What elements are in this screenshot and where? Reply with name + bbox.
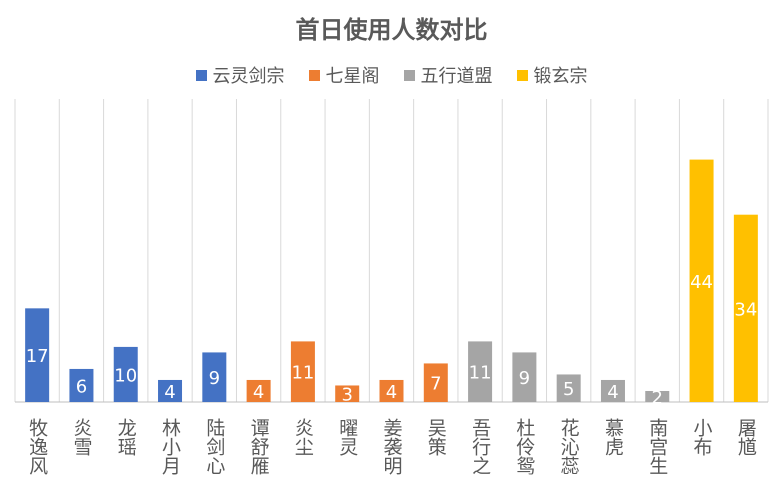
legend-label-wuxing: 五行道盟	[420, 66, 493, 87]
bar-炎雪	[69, 368, 94, 402]
x-tick-label: 陆剑心	[203, 418, 225, 475]
x-tick-label: 吾行之	[469, 418, 491, 475]
data-label: 9	[209, 368, 220, 389]
data-label: 7	[430, 374, 441, 395]
x-tick-label: 慕虎	[602, 418, 624, 456]
data-label: 4	[164, 382, 175, 403]
x-tick-label: 吴策	[425, 418, 447, 456]
bar-姜袭明	[379, 379, 404, 402]
legend-swatch-yunling	[195, 69, 207, 81]
x-tick-label: 小布	[691, 418, 713, 456]
x-tick-label: 姜袭明	[381, 418, 403, 475]
x-tick-label: 炎尘	[292, 418, 314, 456]
bar-曜灵	[335, 385, 360, 402]
bar-谭舒雁	[246, 379, 271, 402]
legend-swatch-wuxing	[403, 69, 415, 81]
bar-炎尘	[290, 341, 315, 402]
data-label: 11	[291, 363, 314, 384]
legend-label-duanxuan: 锻玄宗	[533, 66, 588, 87]
data-label: 6	[76, 376, 87, 397]
bar-屠馗	[733, 214, 758, 402]
legend-item-wuxing: 五行道盟	[403, 62, 493, 88]
legend-swatch-duanxuan	[516, 69, 528, 81]
x-tick-label: 炎雪	[70, 418, 92, 456]
x-tick-label: 花沁蕊	[558, 418, 580, 475]
bar-吴策	[423, 363, 448, 402]
bar-小布	[689, 159, 714, 402]
x-tick-label: 杜伶鸳	[513, 418, 535, 475]
data-label: 44	[690, 272, 713, 293]
data-label: 34	[734, 299, 757, 320]
data-label: 4	[253, 382, 264, 403]
chart-title: 首日使用人数对比	[295, 16, 488, 44]
chart-legend: 云灵剑宗 七星阁 五行道盟 锻玄宗	[0, 62, 783, 88]
data-label: 3	[341, 385, 352, 406]
x-tick-label: 牧逸风	[26, 418, 48, 475]
data-label: 9	[519, 368, 530, 389]
data-label: 17	[26, 346, 49, 367]
legend-label-qixing: 七星阁	[325, 66, 380, 87]
data-label: 2	[652, 387, 663, 408]
data-label: 11	[469, 363, 492, 384]
data-label: 4	[386, 382, 397, 403]
x-tick-label: 曜灵	[336, 418, 358, 456]
legend-item-duanxuan: 锻玄宗	[516, 62, 588, 88]
data-label: 4	[607, 382, 618, 403]
data-label: 10	[114, 365, 137, 386]
bar-吾行之	[468, 341, 493, 402]
legend-item-qixing: 七星阁	[308, 62, 380, 88]
bar-牧逸风	[25, 308, 50, 402]
data-label: 5	[563, 379, 574, 400]
bar-陆剑心	[202, 352, 227, 402]
x-tick-label: 南宫生	[646, 418, 668, 475]
x-tick-label: 谭舒雁	[248, 418, 270, 475]
bar-龙瑶	[113, 346, 138, 402]
legend-swatch-qixing	[308, 69, 320, 81]
legend-item-yunling: 云灵剑宗	[195, 62, 285, 88]
bar-南宫生	[645, 390, 670, 402]
bar-杜伶鸳	[512, 352, 537, 402]
bar-慕虎	[600, 379, 625, 402]
x-tick-label: 龙瑶	[115, 418, 137, 456]
bar-花沁蕊	[556, 374, 581, 402]
legend-label-yunling: 云灵剑宗	[212, 66, 285, 87]
bar-林小月	[158, 379, 183, 402]
x-tick-label: 林小月	[159, 418, 181, 475]
x-tick-label: 屠馗	[735, 418, 757, 456]
